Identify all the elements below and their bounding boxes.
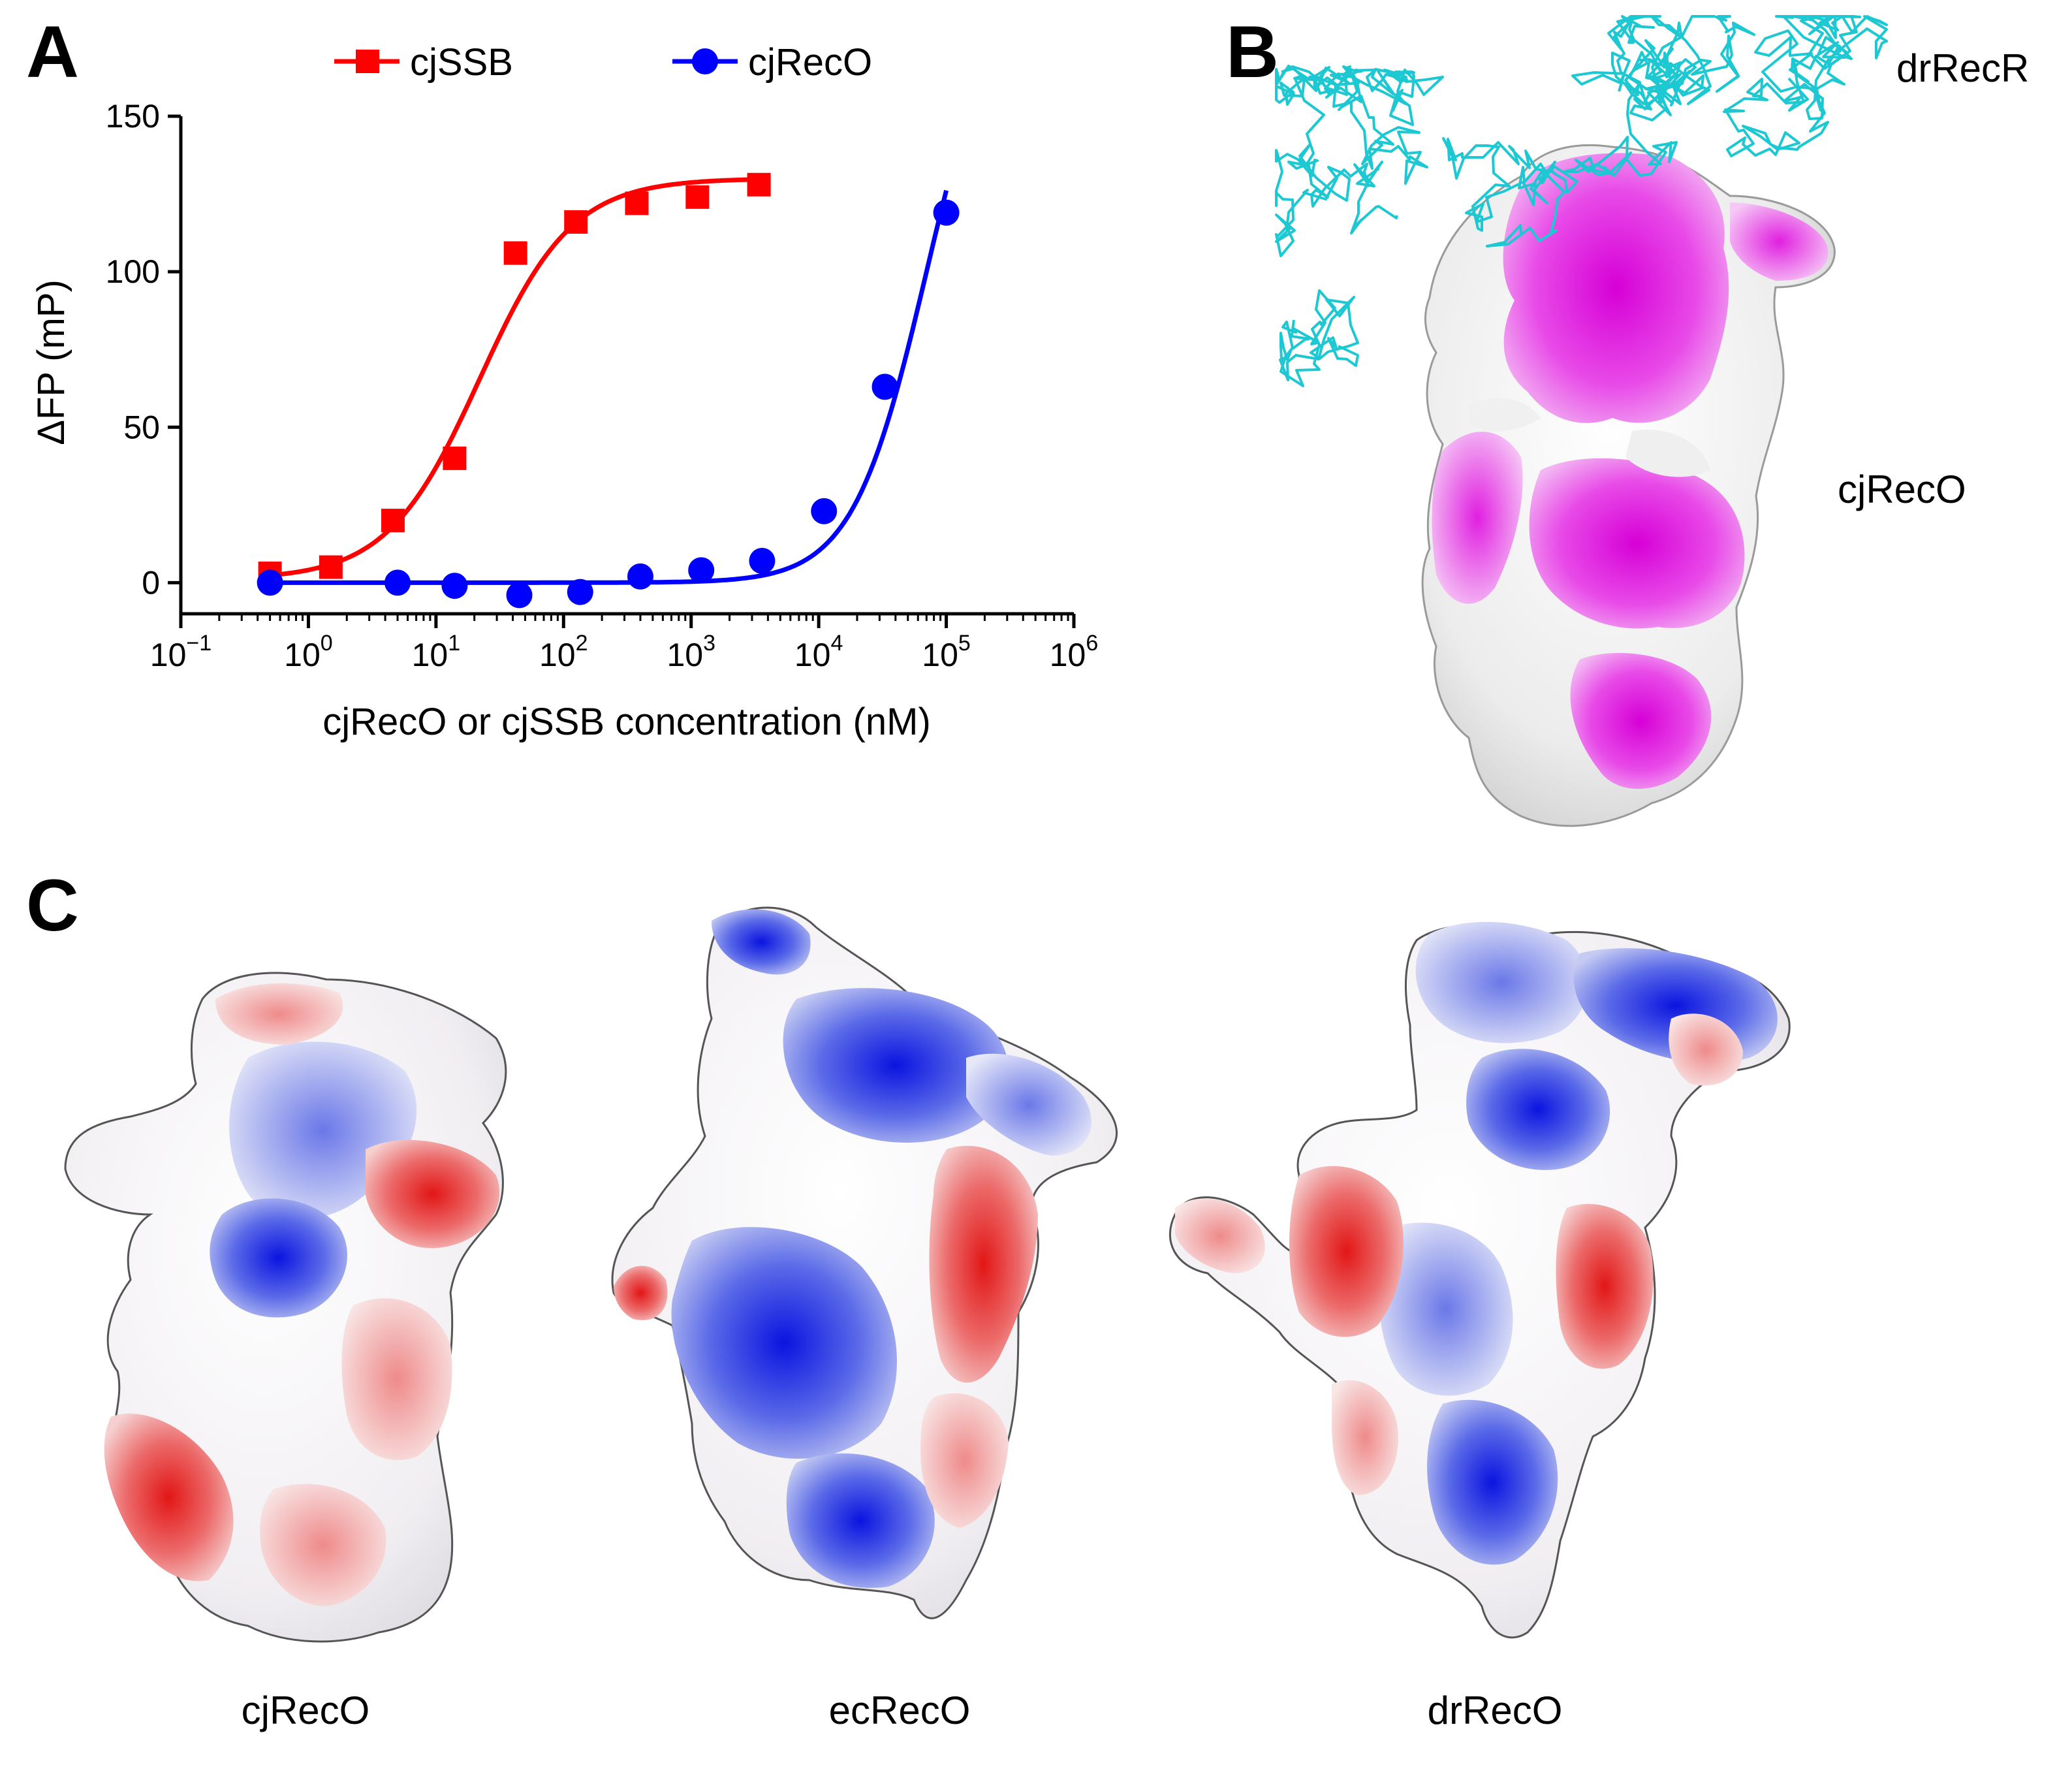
legend-label-cjssb: cjSSB — [410, 41, 513, 84]
data-point-cjssb — [319, 555, 343, 579]
x-tick-label: 103 — [667, 631, 715, 673]
legend-marker-cjreco — [692, 48, 718, 74]
blue-patch-center — [210, 1198, 347, 1318]
magenta-patch-arm — [1730, 202, 1829, 281]
legend-entry-cjreco: cjRecO — [672, 41, 872, 84]
cjreco-electrostatic-surface — [64, 972, 507, 1643]
red-patch-right — [1556, 1203, 1654, 1369]
blue-patch-center-top — [1466, 1049, 1610, 1170]
drreco-electrostatic-surface — [1169, 921, 1791, 1639]
red-patch-right — [929, 1145, 1038, 1383]
data-point-cjreco — [688, 557, 715, 584]
drreco-label-c: drRecO — [1428, 1689, 1563, 1732]
blue-patch-arm — [966, 1053, 1091, 1156]
magenta-patch-bottom — [1570, 653, 1712, 789]
x-tick-label: 104 — [794, 631, 843, 673]
fit-curve-cjreco — [270, 189, 949, 585]
ligand-binding-chart: cjSSB cjRecO 0 50 100 150 10−1 100 101 102 103 10… — [30, 41, 1098, 743]
data-point-cjreco — [506, 582, 533, 609]
drrecr-backbone-trace — [1275, 15, 1888, 387]
chart-legend: cjSSB cjRecO — [334, 41, 872, 84]
drrecr-label: drRecR — [1896, 46, 2029, 90]
chart-axes: 0 50 100 150 10−1 100 101 102 103 104 105 106 — [106, 98, 1099, 673]
backbone-segment — [1279, 289, 1359, 387]
blue-patch-lower — [786, 1453, 935, 1588]
data-point-cjreco — [385, 569, 411, 596]
red-patch-middle — [341, 1298, 452, 1461]
magenta-patch-left — [1432, 432, 1523, 604]
x-tick-label: 105 — [922, 631, 971, 673]
backbone-segment — [1275, 65, 1444, 257]
blue-patch-lower — [1427, 1399, 1558, 1565]
data-point-cjssb — [381, 509, 405, 533]
magenta-patch-top — [1503, 153, 1729, 423]
x-tick-label: 101 — [412, 631, 461, 673]
x-tick-label: 100 — [284, 631, 333, 673]
y-tick-label: 100 — [106, 253, 160, 290]
panel-c-letter: C — [26, 865, 79, 946]
red-patch-lower-right — [920, 1393, 1009, 1528]
backbone-segment — [1563, 15, 1755, 177]
ecreco-label-c: ecRecO — [829, 1689, 971, 1732]
panel-b: B drRecR cjRecO — [1226, 11, 2029, 827]
data-point-cjreco — [811, 498, 838, 524]
red-patch-top — [215, 983, 343, 1045]
x-tick-label: 106 — [1050, 631, 1099, 673]
fit-curves — [270, 177, 949, 585]
data-point-cjssb — [564, 210, 588, 234]
data-point-cjreco — [749, 548, 776, 575]
data-points — [257, 172, 960, 609]
data-point-cjssb — [625, 191, 649, 215]
y-tick-label: 0 — [142, 564, 160, 601]
red-patch-arm-right — [1669, 1013, 1743, 1086]
ecreco-electrostatic-surface — [611, 906, 1118, 1619]
backbone-segment — [1723, 15, 1888, 157]
white-patch — [1469, 398, 1541, 432]
panel-a: A cjSSB cjRecO 0 50 100 150 10−1 100 101 102 103… — [26, 11, 1098, 743]
red-patch-left-tip — [614, 1265, 668, 1320]
blue-patch-center — [671, 1227, 897, 1459]
red-patch-right — [366, 1139, 500, 1248]
cjreco-label-b: cjRecO — [1838, 468, 1966, 511]
data-point-cjssb — [503, 241, 527, 265]
blue-patch-top-knob — [712, 909, 811, 975]
data-point-cjreco — [933, 199, 960, 226]
magenta-patch-middle — [1529, 458, 1745, 629]
x-tick-label: 10−1 — [150, 631, 212, 673]
red-patch-left — [1289, 1166, 1404, 1337]
data-point-cjreco — [257, 569, 283, 596]
y-axis-title: ΔFP (mP) — [30, 279, 72, 445]
panel-b-letter: B — [1226, 11, 1279, 93]
red-patch-bottom — [260, 1484, 386, 1606]
legend-entry-cjssb: cjSSB — [334, 41, 513, 84]
data-point-cjreco — [627, 563, 653, 590]
panel-a-letter: A — [26, 11, 79, 93]
red-patch-lower-left — [1332, 1380, 1398, 1495]
data-point-cjssb — [685, 185, 710, 209]
panel-c: C cjRecO ecRecO — [26, 865, 1791, 1732]
red-patch-arm — [1175, 1198, 1265, 1273]
cjreco-conservation-surface — [1421, 144, 1836, 827]
blue-patch-center — [1378, 1222, 1513, 1396]
blue-patch-upper — [783, 988, 1009, 1143]
cjreco-label-c: cjRecO — [242, 1689, 370, 1732]
white-patch-2 — [1625, 430, 1710, 477]
red-patch-lower-left — [104, 1413, 234, 1581]
data-point-cjreco — [871, 373, 898, 400]
y-tick-label: 150 — [106, 98, 160, 135]
x-axis-title: cjRecO or cjSSB concentration (nM) — [322, 701, 931, 743]
legend-label-cjreco: cjRecO — [748, 41, 872, 84]
legend-marker-cjssb — [356, 50, 379, 73]
y-tick-label: 50 — [123, 409, 160, 445]
backbone-segment — [1442, 137, 1578, 247]
data-point-cjreco — [567, 579, 593, 605]
data-point-cjssb — [443, 446, 467, 470]
data-point-cjreco — [441, 573, 468, 599]
x-tick-label: 102 — [539, 631, 588, 673]
data-point-cjssb — [747, 172, 771, 197]
fit-curve-cjssb — [270, 177, 759, 578]
blue-patch-top-left — [1415, 921, 1588, 1043]
